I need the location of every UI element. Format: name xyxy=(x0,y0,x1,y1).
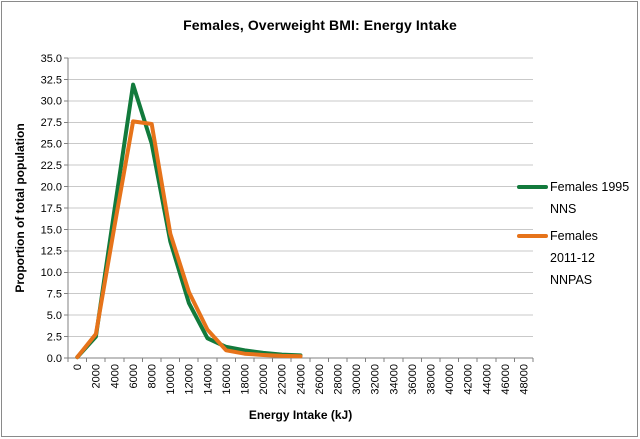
y-tick-label: 25.0 xyxy=(41,139,62,151)
x-tick-label: 38000 xyxy=(426,364,438,395)
y-tick-label: 10.0 xyxy=(41,267,62,279)
x-tick-label: 32000 xyxy=(370,364,382,395)
y-tick-label: 0.0 xyxy=(47,353,62,365)
x-tick-label: 0 xyxy=(72,364,84,370)
x-tick-label: 4000 xyxy=(109,364,121,388)
legend-marker-line-green xyxy=(517,185,548,189)
x-tick-label: 40000 xyxy=(444,364,456,395)
x-tick-label: 30000 xyxy=(351,364,363,395)
x-tick-label: 2000 xyxy=(91,364,103,388)
y-tick-label: 30.0 xyxy=(41,96,62,108)
legend-marker-line-orange xyxy=(517,234,548,238)
y-tick-label: 32.5 xyxy=(41,74,62,86)
x-tick-label: 46000 xyxy=(500,364,512,395)
x-tick-label: 8000 xyxy=(147,364,159,388)
x-tick-label: 6000 xyxy=(128,364,140,388)
x-tick-label: 26000 xyxy=(314,364,326,395)
legend-label: Females 2011-12 NNPAS xyxy=(550,229,598,287)
x-tick-label: 20000 xyxy=(258,364,270,395)
legend-label: Females 1995 NNS xyxy=(550,180,630,216)
y-tick-label: 35.0 xyxy=(41,53,62,65)
x-tick-label: 34000 xyxy=(388,364,400,395)
series-line-females-1995-nns xyxy=(75,82,303,360)
y-tick-label: 20.0 xyxy=(41,181,62,193)
legend: Females 1995 NNS Females 2011-12 NNPAS xyxy=(517,176,633,296)
y-axis-title: Proportion of total population xyxy=(13,123,27,293)
x-tick-label: 42000 xyxy=(463,364,475,395)
legend-item-females-1995-nns[interactable]: Females 1995 NNS xyxy=(517,176,633,220)
y-tick-label: 2.5 xyxy=(47,331,62,343)
x-tick-label: 18000 xyxy=(240,364,252,395)
y-tick-label: 17.5 xyxy=(41,203,62,215)
chart-title: Females, Overweight BMI: Energy Intake xyxy=(183,17,457,33)
x-tick-label: 10000 xyxy=(165,364,177,395)
x-tick-label: 14000 xyxy=(202,364,214,395)
y-tick-label: 27.5 xyxy=(41,117,62,129)
x-tick-label: 44000 xyxy=(481,364,493,395)
y-tick-label: 15.0 xyxy=(41,224,62,236)
x-axis-title: Energy Intake (kJ) xyxy=(248,408,353,422)
y-tick-label: 12.5 xyxy=(41,246,62,258)
y-tick-label: 5.0 xyxy=(47,310,62,322)
x-tick-label: 48000 xyxy=(519,364,531,395)
x-tick-label: 16000 xyxy=(221,364,233,395)
x-tick-label: 36000 xyxy=(407,364,419,395)
legend-item-females-2011-12-nnpas[interactable]: Females 2011-12 NNPAS xyxy=(517,225,633,291)
x-tick-label: 28000 xyxy=(333,364,345,395)
x-tick-label: 22000 xyxy=(277,364,289,395)
y-tick-label: 22.5 xyxy=(41,160,62,172)
x-tick-label: 12000 xyxy=(184,364,196,395)
series-line-females-2011-12-nnpas xyxy=(75,119,303,360)
x-tick-label: 24000 xyxy=(295,364,307,395)
y-tick-label: 7.5 xyxy=(47,289,62,301)
